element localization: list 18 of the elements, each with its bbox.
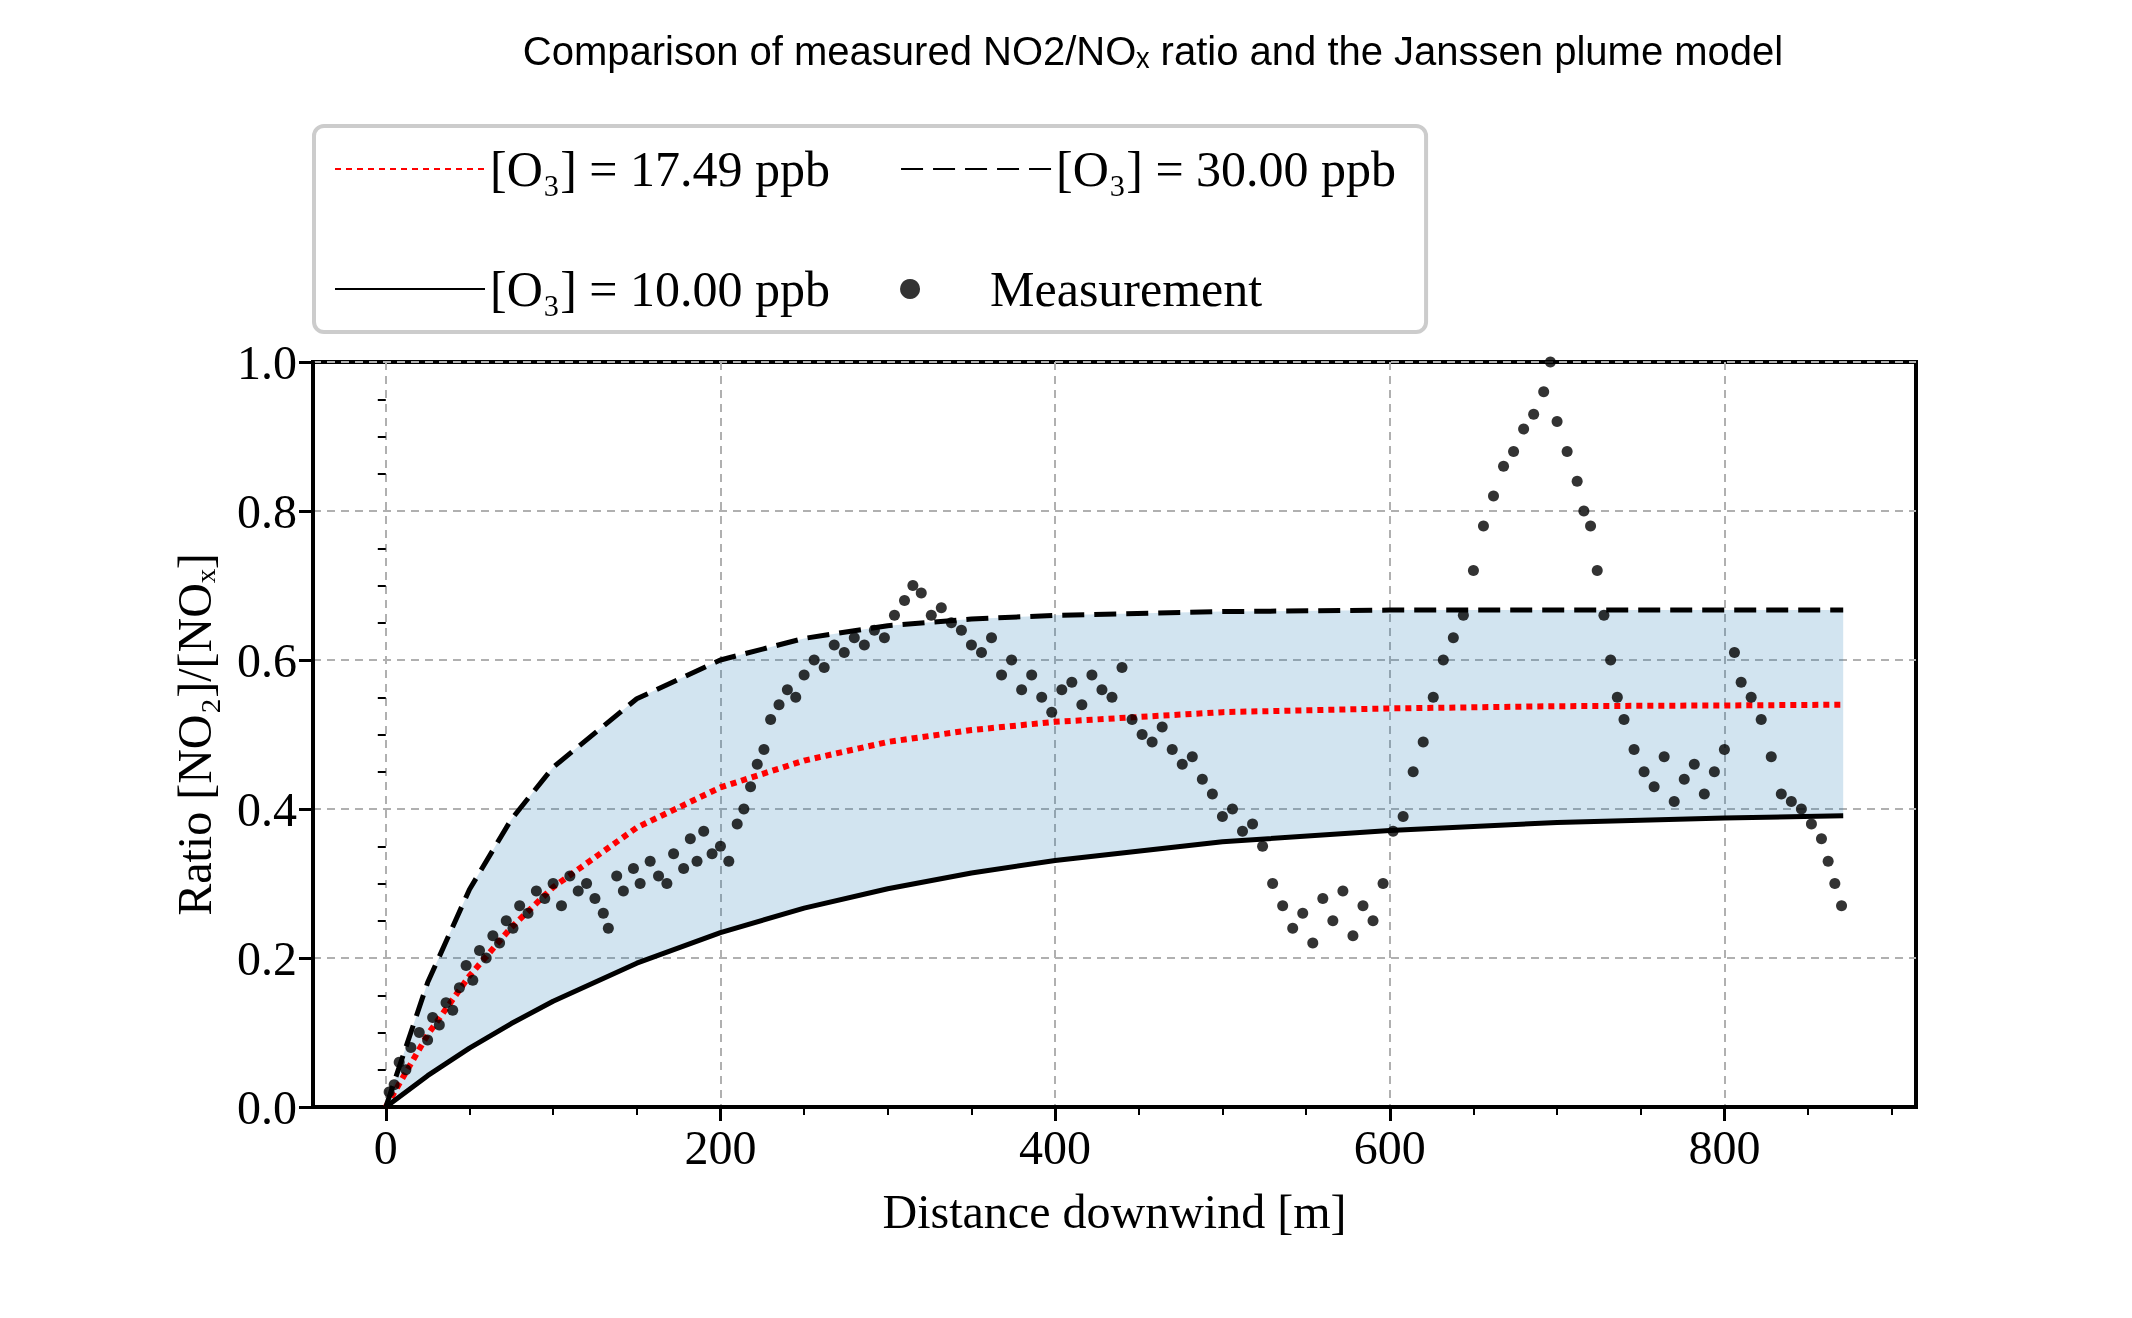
y-tick-label: 0.8 [237,484,297,538]
x-axis-title: Distance downwind [m] [882,1184,1347,1238]
x-tick-label: 600 [1353,1120,1426,1174]
x-tick-label: 400 [1019,1120,1092,1174]
y-tick-label: 0.6 [237,633,297,687]
y-tick-label: 1.0 [237,335,297,389]
y-tick-label: 0.2 [237,931,297,985]
x-tick-label: 0 [373,1120,398,1174]
x-tick-label: 200 [684,1120,757,1174]
y-tick-label: 0.0 [237,1080,297,1134]
x-tick-label: 800 [1688,1120,1761,1174]
y-tick-label: 0.4 [237,782,297,836]
y-axis-title: Ratio [NO₂]/[NOₓ] [167,553,221,916]
legend-label: Measurement [990,261,1263,317]
legend-label: [O₃] = 10.00 ppb [490,261,831,317]
legend-label: [O₃] = 17.49 ppb [490,141,831,197]
chart-title: Comparison of measured NO2/NOₓ ratio and the Janssen plume model [522,29,1784,73]
legend-label: [O₃] = 30.00 ppb [1056,141,1397,197]
